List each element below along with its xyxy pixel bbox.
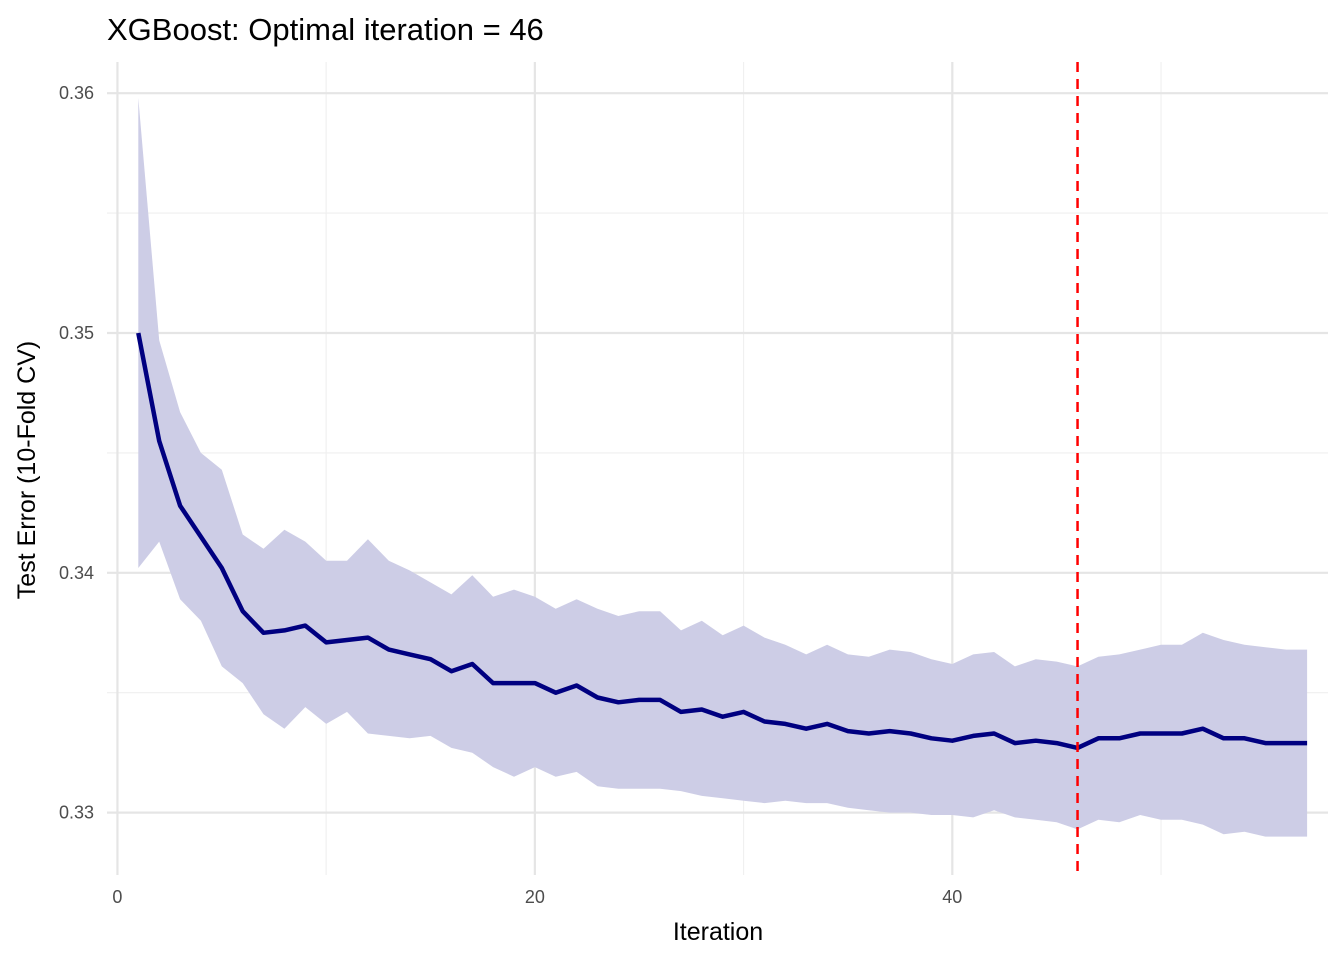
chart-title: XGBoost: Optimal iteration = 46: [107, 12, 544, 47]
data-point: [846, 729, 850, 733]
data-point: [303, 624, 307, 628]
data-point: [1034, 739, 1038, 743]
data-point: [178, 504, 182, 508]
data-point: [345, 638, 349, 642]
data-point: [742, 710, 746, 714]
data-point: [1263, 741, 1267, 745]
y-axis-ticks: 0.33 0.34 0.35 0.36: [59, 83, 94, 822]
data-point: [470, 662, 474, 666]
data-point: [637, 698, 641, 702]
data-point: [220, 566, 224, 570]
data-point: [1013, 741, 1017, 745]
data-point: [616, 700, 620, 704]
data-point: [971, 734, 975, 738]
data-point: [1284, 741, 1288, 745]
data-point: [1117, 736, 1121, 740]
data-point: [721, 715, 725, 719]
data-point: [783, 722, 787, 726]
data-point: [1055, 741, 1059, 745]
data-point: [199, 535, 203, 539]
data-point: [1096, 736, 1100, 740]
data-point: [157, 439, 161, 443]
data-point: [449, 669, 453, 673]
data-point: [1305, 741, 1309, 745]
data-point: [1243, 736, 1247, 740]
data-point: [762, 720, 766, 724]
data-point: [429, 657, 433, 661]
data-point: [700, 708, 704, 712]
data-point: [533, 681, 537, 685]
data-point: [909, 732, 913, 736]
x-tick-label: 40: [942, 887, 962, 907]
test-error-line: [136, 332, 1308, 751]
x-axis-label: Iteration: [673, 918, 763, 946]
data-point: [1159, 732, 1163, 736]
data-point: [262, 631, 266, 635]
data-point: [136, 331, 140, 335]
data-point: [992, 732, 996, 736]
data-point: [366, 636, 370, 640]
data-point: [554, 691, 558, 695]
data-point: [387, 648, 391, 652]
y-axis-label: Test Error (10-Fold CV): [13, 341, 41, 599]
data-point: [658, 698, 662, 702]
data-point: [888, 729, 892, 733]
data-point: [950, 739, 954, 743]
x-axis-ticks: 0 20 40: [112, 887, 962, 907]
data-point: [929, 736, 933, 740]
data-point: [804, 727, 808, 731]
data-point: [867, 732, 871, 736]
data-point: [1222, 736, 1226, 740]
data-point: [241, 609, 245, 613]
x-tick-label: 0: [112, 887, 122, 907]
data-point: [491, 681, 495, 685]
data-point: [408, 652, 412, 656]
data-point: [1180, 732, 1184, 736]
data-point: [1201, 727, 1205, 731]
data-point: [679, 710, 683, 714]
data-point: [825, 722, 829, 726]
data-point: [595, 696, 599, 700]
y-tick-label: 0.33: [59, 803, 94, 823]
data-point: [324, 640, 328, 644]
confidence-band: [138, 98, 1308, 837]
data-point: [575, 684, 579, 688]
y-tick-label: 0.36: [59, 83, 94, 103]
data-point: [1138, 732, 1142, 736]
y-tick-label: 0.35: [59, 323, 94, 343]
data-point: [512, 681, 516, 685]
data-point: [282, 628, 286, 632]
x-tick-label: 20: [525, 887, 545, 907]
y-tick-label: 0.34: [59, 563, 94, 583]
